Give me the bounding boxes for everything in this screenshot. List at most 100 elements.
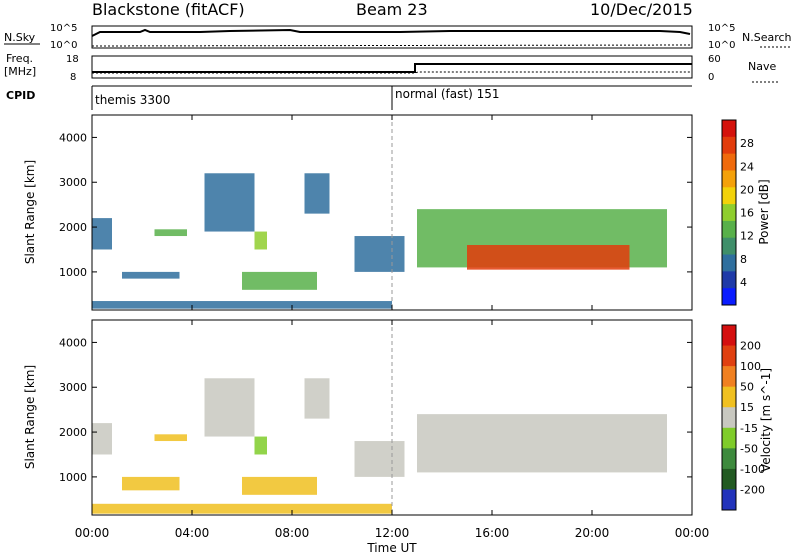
power-colorbar-tick: 28 — [740, 137, 754, 150]
velocity-colorbar-swatch — [722, 366, 736, 388]
power-colorbar-swatch — [722, 187, 736, 205]
power-ylabel: Slant Range [km] — [23, 160, 37, 264]
velocity-ytick-label: 3000 — [59, 381, 87, 394]
power-region-0 — [92, 301, 392, 309]
power-colorbar-swatch — [722, 220, 736, 239]
velocity-ylabel: Slant Range [km] — [23, 365, 37, 469]
freq-tick-high: 18 — [66, 54, 79, 65]
velocity-ytick-label: 2000 — [59, 426, 87, 439]
x-tick-label: 08:00 — [275, 526, 310, 540]
x-tick-label: 00:00 — [675, 526, 710, 540]
velocity-colorbar-tick: 50 — [740, 381, 754, 394]
power-colorbar-swatch — [722, 254, 736, 272]
cpid-mode-2: normal (fast) 151 — [395, 87, 499, 101]
power-colorbar-swatch — [722, 271, 736, 289]
power-region-8 — [354, 236, 405, 272]
velocity-colorbar-swatch — [722, 427, 736, 449]
freq-panel — [91, 55, 693, 79]
velocity-colorbar-swatch — [722, 407, 736, 429]
nave-tick-high: 60 — [708, 54, 721, 65]
velocity-region-7 — [304, 378, 330, 419]
power-ytick-label: 2000 — [59, 221, 87, 234]
nsearch-label: N.Search — [742, 31, 792, 44]
power-region-1 — [92, 218, 112, 250]
freq-label-1: Freq. — [6, 52, 33, 65]
freq-label-2: [MHz] — [4, 65, 36, 78]
power-colorbar-tick: 12 — [740, 230, 754, 243]
x-tick-label: 04:00 — [175, 526, 210, 540]
power-colorbar-label: Power [dB] — [757, 179, 771, 244]
freq-tick-low: 8 — [70, 72, 76, 83]
power-region-6 — [242, 271, 317, 290]
x-tick-label: 20:00 — [575, 526, 610, 540]
velocity-colorbar-swatch — [722, 386, 736, 408]
cpid-label: CPID — [6, 89, 35, 102]
power-colorbar-swatch — [722, 288, 736, 306]
power-colorbar-swatch — [722, 120, 736, 138]
x-tick-label: 16:00 — [475, 526, 510, 540]
power-region-7 — [304, 173, 330, 214]
noise-search-line — [91, 44, 693, 47]
nave-label: Nave — [748, 60, 776, 73]
power-region-3 — [154, 229, 187, 237]
freq-line — [92, 63, 692, 73]
velocity-region-9 — [417, 414, 667, 473]
velocity-colorbar-tick: -200 — [740, 483, 765, 496]
power-colorbar-tick: 8 — [740, 253, 747, 266]
beam-label: Beam 23 — [356, 0, 428, 19]
velocity-colorbar-tick: 100 — [740, 360, 761, 373]
velocity-colorbar-label: Velocity [m s^-1] — [759, 368, 773, 472]
x-axis-label: Time UT — [366, 541, 417, 554]
velocity-colorbar-swatch — [722, 448, 736, 470]
power-colorbar-swatch — [722, 204, 736, 222]
power-colorbar-frame — [721, 119, 737, 306]
power-ytick-label: 3000 — [59, 176, 87, 189]
chart-title: Blackstone (fitACF) — [92, 0, 245, 19]
velocity-colorbar-tick: 15 — [740, 401, 754, 414]
velocity-colorbar-tick: -100 — [740, 463, 765, 476]
power-region-2 — [122, 271, 180, 279]
velocity-region-3 — [154, 434, 187, 442]
x-tick-label: 12:00 — [375, 526, 410, 540]
velocity-ytick-label: 1000 — [59, 471, 87, 484]
velocity-colorbar-swatch — [722, 489, 736, 511]
nsky-label: N.Sky — [4, 31, 36, 44]
noise-panel — [91, 25, 693, 49]
velocity-region-0 — [92, 503, 392, 514]
velocity-colorbar-tick: -15 — [740, 422, 758, 435]
nsky-tick-low: 10^0 — [50, 40, 77, 51]
velocity-region-4 — [204, 378, 255, 437]
power-region-5 — [254, 231, 267, 250]
cpid-mode-1: themis 3300 — [95, 93, 170, 107]
velocity-region-8 — [354, 441, 405, 477]
velocity-colorbar-tick: 200 — [740, 340, 761, 353]
power-colorbar-tick: 20 — [740, 183, 754, 196]
nsky-tick-high: 10^5 — [50, 23, 77, 34]
power-ytick-label: 1000 — [59, 266, 87, 279]
nsearch-tick-high: 10^5 — [708, 23, 735, 34]
velocity-colorbar-swatch — [722, 468, 736, 490]
power-panel — [91, 114, 693, 311]
power-colorbar-tick: 16 — [740, 207, 754, 220]
power-region-10 — [467, 245, 630, 270]
power-colorbar-swatch — [722, 136, 736, 155]
nave-line — [92, 71, 692, 74]
power-colorbar-swatch — [722, 170, 736, 188]
velocity-colorbar-frame — [721, 324, 737, 511]
velocity-ytick-label: 4000 — [59, 336, 87, 349]
power-ytick-label: 4000 — [59, 131, 87, 144]
velocity-region-1 — [92, 423, 112, 455]
velocity-panel — [91, 319, 693, 516]
velocity-region-5 — [254, 436, 267, 455]
velocity-region-6 — [242, 476, 317, 495]
nave-tick-low: 0 — [708, 72, 714, 83]
noise-sky-line — [91, 28, 691, 37]
velocity-colorbar-swatch — [722, 325, 736, 347]
power-colorbar-tick: 24 — [740, 160, 754, 173]
velocity-colorbar-swatch — [722, 345, 736, 367]
velocity-region-2 — [122, 476, 180, 491]
power-colorbar-swatch — [722, 153, 736, 171]
x-tick-label: 00:00 — [75, 526, 110, 540]
power-colorbar-tick: 4 — [740, 276, 747, 289]
